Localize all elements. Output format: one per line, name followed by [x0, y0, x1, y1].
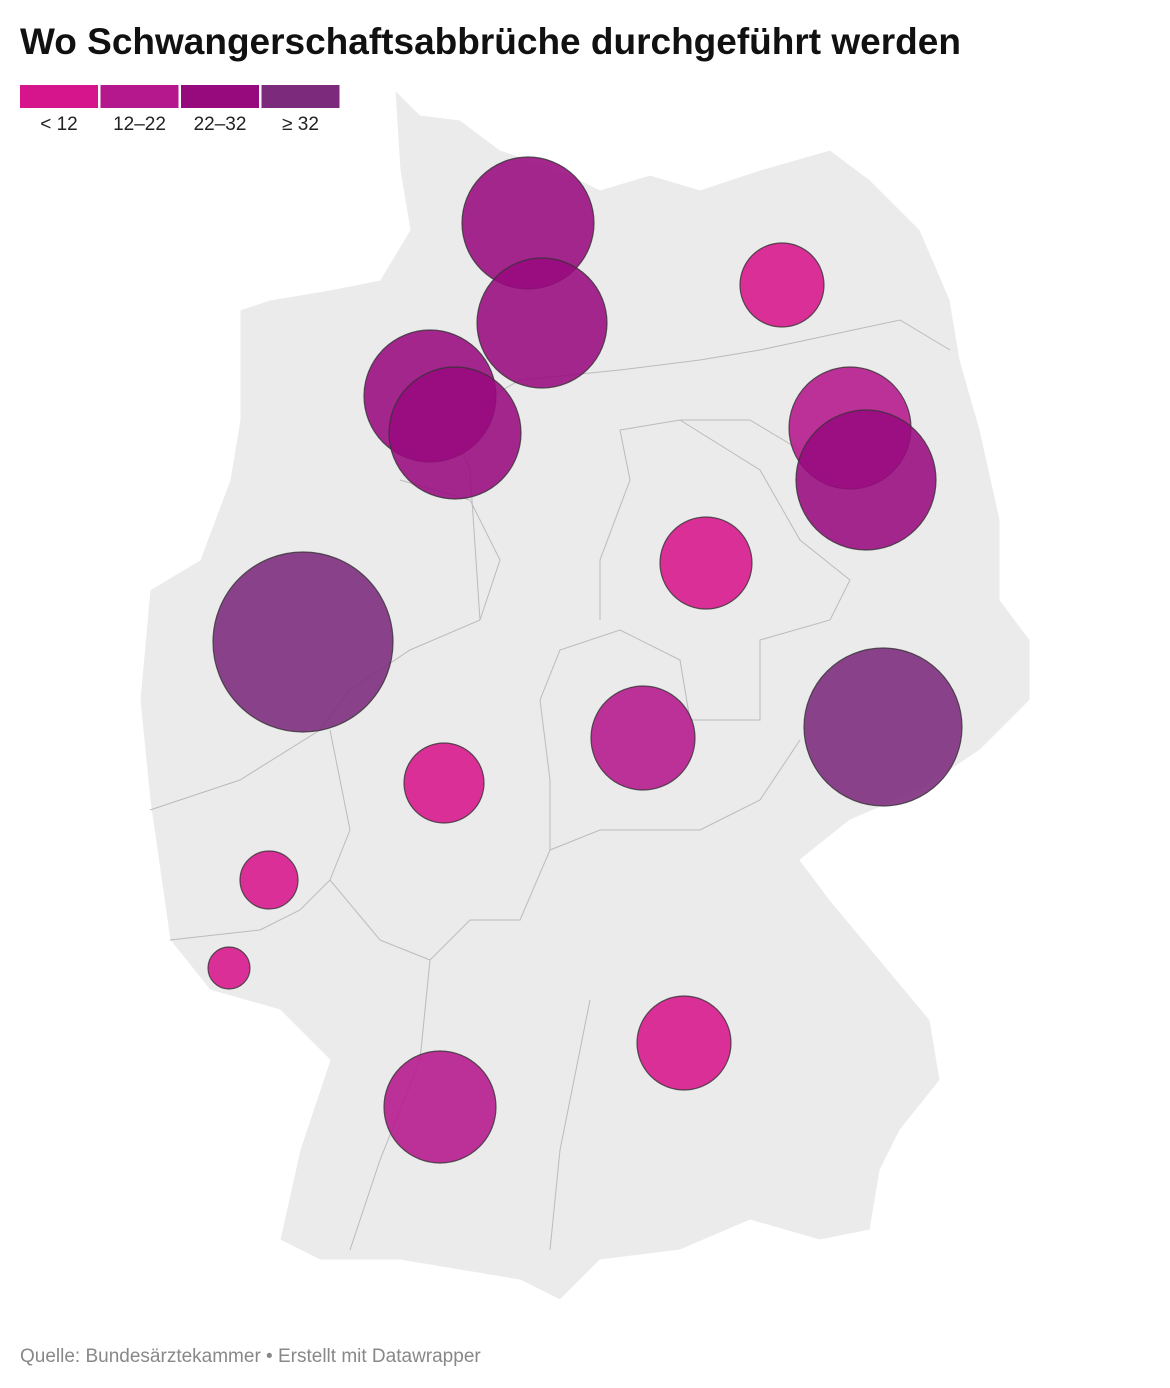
bubble [739, 242, 825, 328]
legend-label: < 12 [40, 114, 78, 135]
bubble [207, 946, 251, 990]
bubble [212, 551, 394, 733]
bubble [403, 742, 485, 824]
bubble [383, 1050, 497, 1164]
legend-swatch [181, 85, 259, 108]
legend-swatch [261, 85, 340, 108]
bubble [239, 850, 299, 910]
bubble [803, 647, 963, 807]
bubble [795, 409, 937, 551]
legend: < 12 12–22 22–32 ≥ 32 [20, 85, 340, 135]
source: Quelle: Bundesärztekammer • Erstellt mit… [20, 1346, 481, 1367]
bubbles [207, 156, 963, 1164]
legend-label: 22–32 [194, 114, 247, 135]
bubble [476, 257, 608, 389]
legend-swatch [100, 85, 179, 108]
bubble [590, 685, 696, 791]
bubble [388, 366, 522, 500]
legend-swatch [20, 85, 98, 108]
bubble [659, 516, 753, 610]
legend-label: 12–22 [113, 114, 166, 135]
title: Wo Schwangerschaftsabbrüche durchgeführt… [20, 21, 961, 62]
legend-label: ≥ 32 [282, 114, 319, 135]
bubble [636, 995, 732, 1091]
